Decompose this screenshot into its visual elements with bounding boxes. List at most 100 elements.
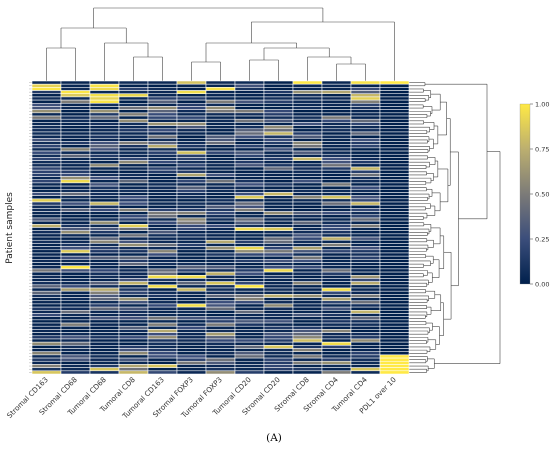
heatmap-cell <box>60 367 91 372</box>
heatmap-cell <box>60 303 91 308</box>
heatmap-cell <box>60 198 91 203</box>
heatmap-cell <box>321 360 352 365</box>
heatmap-cell <box>147 173 178 177</box>
heatmap-cell <box>31 93 62 98</box>
heatmap-cell <box>60 109 91 114</box>
heatmap-cell <box>118 367 149 372</box>
heatmap-cell <box>292 141 323 145</box>
heatmap-cell <box>350 147 381 152</box>
heatmap-cell <box>292 80 323 85</box>
heatmap-cell <box>89 192 120 196</box>
heatmap-cell <box>60 211 91 216</box>
heatmap-cell <box>89 252 120 257</box>
heatmap-cell <box>292 297 323 302</box>
heatmap-cell <box>89 287 120 292</box>
heatmap-cell <box>147 176 178 180</box>
heatmap-cell <box>31 335 62 340</box>
heatmap-cell <box>234 290 265 295</box>
heatmap-cell <box>31 239 62 244</box>
heatmap-cell <box>263 109 294 114</box>
heatmap-cell <box>118 271 149 276</box>
heatmap-cell <box>60 106 91 110</box>
heatmap-cell <box>147 252 178 257</box>
heatmap-cell <box>31 185 62 190</box>
heatmap-cell <box>31 310 62 314</box>
heatmap-cell <box>263 322 294 327</box>
heatmap-cell <box>379 131 410 136</box>
heatmap-cell <box>292 195 323 200</box>
heatmap-cell <box>31 303 62 308</box>
heatmap-cell <box>350 204 381 209</box>
heatmap-cell <box>263 281 294 286</box>
heatmap-cell <box>89 220 120 225</box>
heatmap-cell <box>263 211 294 216</box>
heatmap-cell <box>89 243 120 247</box>
heatmap-cell <box>205 262 236 266</box>
heatmap-cell <box>321 224 352 228</box>
heatmap-cell <box>321 294 352 298</box>
heatmap-cell <box>89 118 120 123</box>
heatmap-cell <box>234 332 265 337</box>
heatmap-cell <box>176 166 207 171</box>
heatmap-cell <box>234 268 265 273</box>
heatmap-cell <box>350 329 381 333</box>
heatmap-cell <box>321 106 352 110</box>
heatmap-cell <box>118 268 149 273</box>
heatmap-cell <box>176 345 207 349</box>
heatmap-cell <box>205 348 236 352</box>
heatmap-cell <box>89 303 120 308</box>
heatmap-cell <box>321 166 352 171</box>
heatmap-cell <box>118 329 149 333</box>
heatmap-cell <box>234 297 265 302</box>
heatmap-cell <box>263 83 294 88</box>
heatmap-cell <box>350 125 381 130</box>
heatmap-cell <box>292 303 323 308</box>
heatmap-cell <box>60 341 91 346</box>
heatmap-cell <box>379 134 410 139</box>
heatmap-cell <box>118 287 149 292</box>
heatmap-cell <box>234 144 265 149</box>
heatmap-cell <box>31 278 62 282</box>
heatmap-cell <box>379 348 410 352</box>
heatmap-cell <box>176 297 207 302</box>
heatmap-cell <box>147 281 178 286</box>
heatmap-cell <box>176 176 207 180</box>
heatmap-cell <box>234 271 265 276</box>
heatmap-cell <box>118 106 149 110</box>
heatmap-cell <box>379 230 410 235</box>
heatmap-cell <box>234 338 265 343</box>
heatmap-cell <box>379 147 410 152</box>
heatmap-cell <box>379 141 410 145</box>
heatmap-cell <box>234 106 265 110</box>
heatmap-cell <box>205 179 236 184</box>
heatmap-cell <box>147 201 178 206</box>
heatmap-cell <box>31 255 62 260</box>
heatmap-cell <box>205 271 236 276</box>
heatmap-cell <box>321 271 352 276</box>
heatmap-cell <box>89 90 120 95</box>
heatmap-cell <box>89 325 120 330</box>
heatmap-cell <box>379 345 410 349</box>
heatmap-cell <box>234 153 265 158</box>
heatmap-cell <box>60 325 91 330</box>
heatmap-cell <box>234 310 265 314</box>
heatmap-cell <box>321 265 352 270</box>
heatmap-cell <box>379 281 410 286</box>
heatmap-cell <box>234 303 265 308</box>
heatmap-cell <box>176 284 207 289</box>
heatmap-cell <box>205 80 236 85</box>
heatmap-cell <box>321 243 352 247</box>
heatmap-cell <box>234 281 265 286</box>
heatmap-cell <box>118 109 149 114</box>
heatmap-cell <box>321 160 352 165</box>
heatmap-cell <box>263 274 294 279</box>
heatmap-cell <box>379 128 410 133</box>
heatmap-cell <box>350 198 381 203</box>
heatmap-cell <box>350 217 381 222</box>
heatmap-cell <box>176 109 207 114</box>
heatmap-cell <box>379 208 410 212</box>
heatmap-cell <box>263 153 294 158</box>
heatmap-cell <box>321 198 352 203</box>
heatmap-cell <box>60 370 91 375</box>
heatmap-cell <box>118 341 149 346</box>
